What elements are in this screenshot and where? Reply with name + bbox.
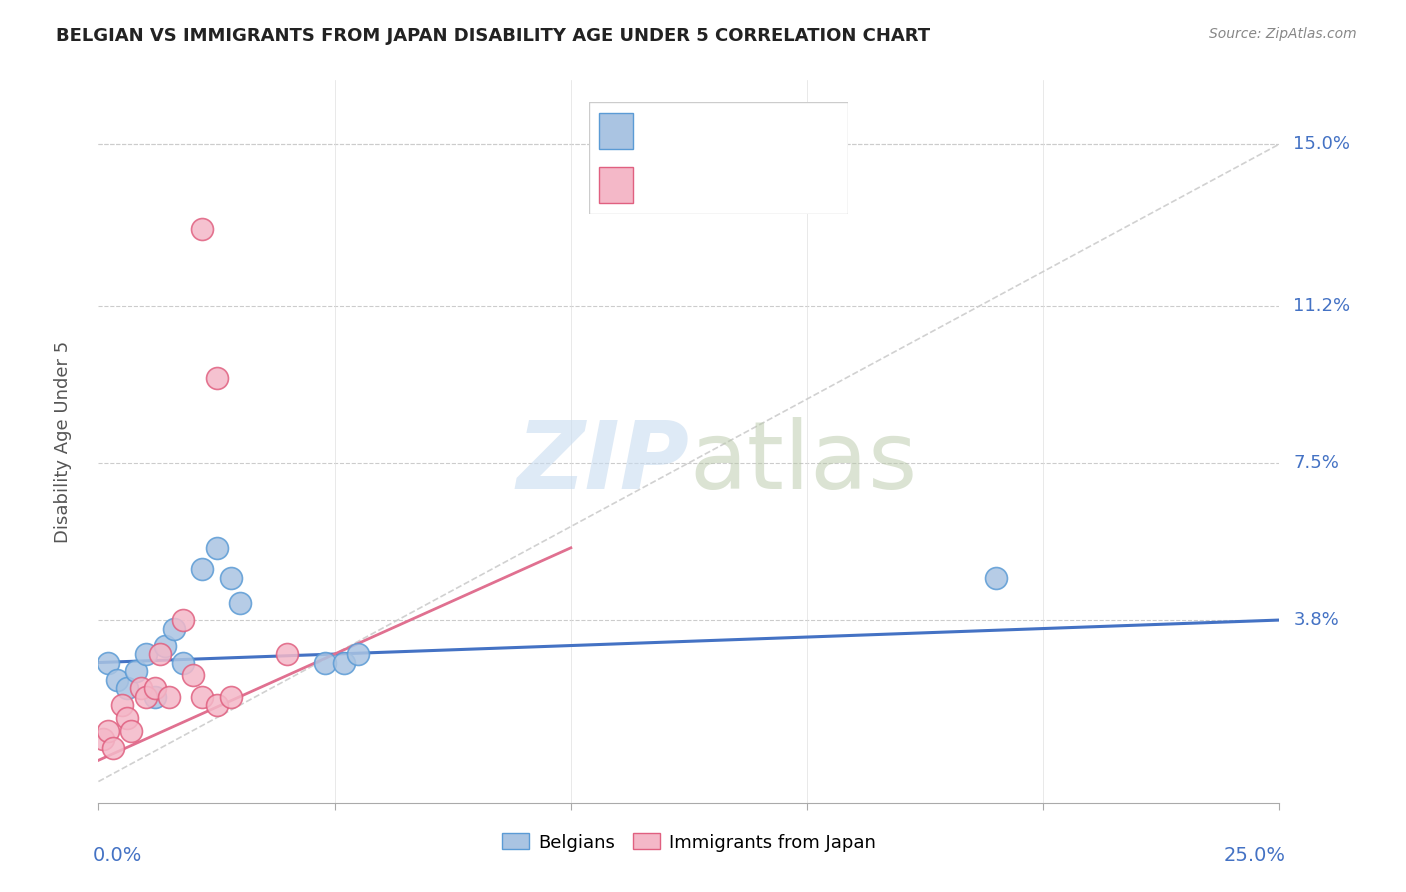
Text: 7.5%: 7.5%: [1294, 454, 1340, 472]
Point: [143, 681, 166, 695]
Point: [191, 562, 214, 576]
Point: [333, 656, 356, 670]
Point: [181, 668, 204, 682]
Point: [97, 723, 120, 738]
Point: [105, 673, 128, 687]
Point: [172, 656, 194, 670]
Text: 3.8%: 3.8%: [1294, 611, 1339, 629]
Text: BELGIAN VS IMMIGRANTS FROM JAPAN DISABILITY AGE UNDER 5 CORRELATION CHART: BELGIAN VS IMMIGRANTS FROM JAPAN DISABIL…: [56, 27, 931, 45]
Point: [191, 222, 214, 236]
Legend: Belgians, Immigrants from Japan: Belgians, Immigrants from Japan: [495, 826, 883, 859]
Point: [347, 647, 370, 661]
Text: 11.2%: 11.2%: [1294, 296, 1351, 315]
Point: [111, 698, 134, 712]
Point: [129, 681, 152, 695]
Point: [276, 647, 298, 661]
Point: [219, 690, 242, 704]
Point: [163, 622, 186, 636]
Y-axis label: Disability Age Under 5: Disability Age Under 5: [53, 341, 72, 542]
Text: ZIP: ZIP: [516, 417, 689, 509]
Point: [205, 541, 228, 555]
Point: [143, 690, 166, 704]
Text: 25.0%: 25.0%: [1223, 847, 1285, 865]
Text: Source: ZipAtlas.com: Source: ZipAtlas.com: [1209, 27, 1357, 41]
Point: [115, 711, 138, 725]
Point: [205, 371, 228, 385]
Point: [101, 740, 124, 755]
Point: [115, 681, 138, 695]
Point: [229, 596, 252, 610]
Point: [205, 698, 228, 712]
Text: atlas: atlas: [689, 417, 917, 509]
Point: [91, 732, 114, 747]
Point: [125, 664, 148, 678]
Point: [149, 647, 172, 661]
Point: [172, 613, 194, 627]
Point: [135, 690, 157, 704]
Point: [97, 656, 120, 670]
Point: [153, 639, 176, 653]
Point: [157, 690, 180, 704]
Text: 0.0%: 0.0%: [93, 847, 142, 865]
Point: [191, 690, 214, 704]
Point: [314, 656, 336, 670]
Point: [135, 647, 157, 661]
Point: [984, 570, 1007, 584]
Point: [219, 570, 242, 584]
Text: 15.0%: 15.0%: [1294, 135, 1350, 153]
Point: [121, 723, 143, 738]
